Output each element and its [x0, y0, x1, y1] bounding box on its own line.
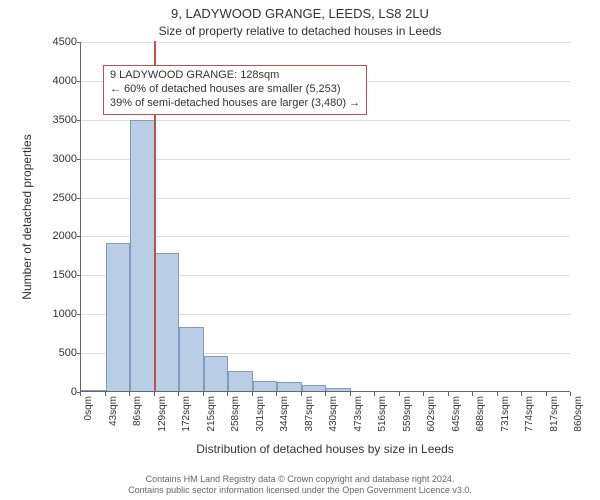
x-tick-label: 344sqm — [279, 360, 290, 396]
y-tick-label: 4000 — [53, 75, 77, 87]
x-tick-label: 516sqm — [377, 360, 388, 396]
x-tick-label: 301sqm — [255, 360, 266, 396]
annotation-line: ← 60% of detached houses are smaller (5,… — [110, 83, 360, 97]
x-tick-mark — [325, 392, 326, 396]
x-tick-label: 688sqm — [475, 360, 486, 396]
x-tick-mark — [521, 392, 522, 396]
x-tick-mark — [570, 392, 571, 396]
y-axis-label: Number of detached properties — [20, 134, 34, 299]
x-tick-mark — [154, 392, 155, 396]
y-tick-mark — [77, 314, 81, 315]
y-tick-mark — [77, 198, 81, 199]
x-tick-label: 559sqm — [402, 360, 413, 396]
x-tick-mark — [105, 392, 106, 396]
x-tick-mark — [80, 392, 81, 396]
x-tick-mark — [252, 392, 253, 396]
annotation-line: 9 LADYWOOD GRANGE: 128sqm — [110, 69, 360, 83]
y-tick-label: 4500 — [53, 36, 77, 48]
footer-line-1: Contains HM Land Registry data © Crown c… — [0, 474, 600, 485]
y-tick-mark — [77, 353, 81, 354]
plot-area: 0500100015002000250030003500400045009 LA… — [80, 42, 570, 392]
x-tick-label: 731sqm — [500, 360, 511, 396]
x-tick-label: 602sqm — [426, 360, 437, 396]
x-tick-label: 43sqm — [108, 366, 119, 396]
x-tick-label: 774sqm — [524, 360, 535, 396]
y-tick-mark — [77, 81, 81, 82]
x-tick-mark — [350, 392, 351, 396]
x-tick-label: 430sqm — [328, 360, 339, 396]
x-tick-mark — [399, 392, 400, 396]
y-tick-label: 2500 — [53, 192, 77, 204]
chart-container: 9, LADYWOOD GRANGE, LEEDS, LS8 2LU Size … — [0, 0, 600, 500]
x-tick-mark — [448, 392, 449, 396]
footer-line-2: Contains public sector information licen… — [0, 485, 600, 496]
chart-title-main: 9, LADYWOOD GRANGE, LEEDS, LS8 2LU — [0, 6, 600, 21]
x-tick-label: 86sqm — [132, 366, 143, 396]
x-tick-label: 473sqm — [353, 360, 364, 396]
y-tick-label: 1000 — [53, 308, 77, 320]
annotation-box: 9 LADYWOOD GRANGE: 128sqm← 60% of detach… — [103, 65, 367, 114]
annotation-line: 39% of semi-detached houses are larger (… — [110, 97, 360, 111]
x-tick-mark — [472, 392, 473, 396]
x-tick-label: 129sqm — [157, 360, 168, 396]
y-tick-mark — [77, 120, 81, 121]
x-axis-label: Distribution of detached houses by size … — [80, 442, 570, 456]
x-tick-mark — [374, 392, 375, 396]
x-tick-label: 817sqm — [549, 360, 560, 396]
x-tick-label: 0sqm — [83, 372, 94, 396]
y-tick-mark — [77, 159, 81, 160]
x-tick-mark — [497, 392, 498, 396]
y-tick-label: 3000 — [53, 153, 77, 165]
y-tick-mark — [77, 42, 81, 43]
x-tick-mark — [423, 392, 424, 396]
x-tick-mark — [546, 392, 547, 396]
x-tick-mark — [227, 392, 228, 396]
x-tick-mark — [301, 392, 302, 396]
chart-title-sub: Size of property relative to detached ho… — [0, 24, 600, 38]
y-tick-mark — [77, 236, 81, 237]
x-tick-label: 172sqm — [181, 360, 192, 396]
x-tick-mark — [178, 392, 179, 396]
histogram-bar — [130, 120, 155, 391]
x-tick-mark — [203, 392, 204, 396]
x-tick-label: 387sqm — [304, 360, 315, 396]
y-tick-label: 1500 — [53, 269, 77, 281]
x-tick-label: 645sqm — [451, 360, 462, 396]
y-tick-label: 0 — [71, 386, 77, 398]
y-tick-label: 3500 — [53, 114, 77, 126]
footer-attribution: Contains HM Land Registry data © Crown c… — [0, 474, 600, 496]
y-tick-mark — [77, 275, 81, 276]
y-tick-label: 2000 — [53, 230, 77, 242]
x-tick-label: 860sqm — [573, 360, 584, 396]
x-tick-mark — [129, 392, 130, 396]
x-tick-mark — [276, 392, 277, 396]
x-tick-label: 258sqm — [230, 360, 241, 396]
x-tick-label: 215sqm — [206, 360, 217, 396]
y-tick-label: 500 — [59, 347, 77, 359]
